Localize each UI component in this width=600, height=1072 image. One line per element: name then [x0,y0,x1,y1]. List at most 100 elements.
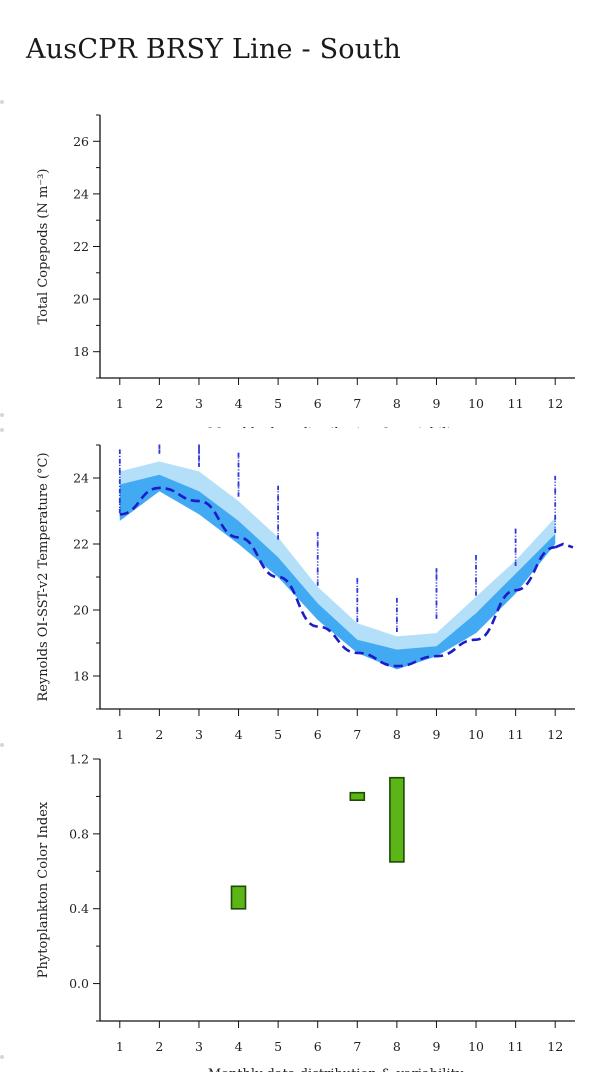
y-axis-title: Phytoplankton Color Index [36,801,51,978]
y-tick-label: 24 [73,471,89,486]
observation-point [118,459,121,464]
x-tick-label: 1 [116,1039,124,1054]
observation-point [237,472,240,477]
y-axis-title: Total Copepods (N m⁻³) [36,169,51,325]
observation-point [435,588,438,593]
x-tick-label: 10 [468,396,484,411]
page-title: AusCPR BRSY Line - South [26,34,401,65]
observation-point [118,489,121,494]
y-tick-label: 20 [73,292,89,307]
x-tick-label: 5 [274,396,282,411]
observation-point [514,538,517,543]
y-tick-label: 22 [73,239,89,254]
outer-band [119,461,556,670]
observation-point [475,578,477,583]
observation-point [396,607,398,613]
observation-point [554,515,557,520]
x-axis-title: Monthly data distribution & variability [208,1067,464,1072]
left-edge-marker [0,428,4,432]
x-tick-label: 5 [274,1039,282,1054]
x-tick-label: 11 [508,727,524,742]
x-tick-label: 6 [314,1039,322,1054]
y-tick-label: 22 [73,537,89,552]
y-tick-label: 1.2 [69,752,89,767]
y-tick-label: 0.4 [69,901,89,916]
x-tick-label: 9 [432,1039,440,1054]
observation-point [316,568,319,573]
y-tick-label: 20 [73,603,89,618]
y-axis-title: Reynolds OI-SST-v2 Temperature (°C) [36,452,51,701]
observation-point [316,555,319,560]
axes: 0.00.40.81.21 2 3 4 5 6 7 8 9 10 11 12Phytoplankton… [36,752,575,1072]
y-tick-label: 18 [73,344,89,359]
x-tick-label: 12 [547,727,563,742]
observation-point [277,515,279,520]
mean-line-tail [554,542,574,549]
y-tick-label: 26 [73,134,89,149]
x-tick-label: 6 [314,727,322,742]
x-tick-label: 7 [353,727,361,742]
x-tick-label: 6 [314,396,322,411]
observation-point [435,568,438,573]
observation-point [356,617,359,623]
observation-point [475,564,477,570]
inner-band [119,474,556,670]
x-tick-label: 3 [195,396,203,411]
observation-point [277,505,279,510]
x-tick-label: 11 [508,1039,524,1054]
month-box-4 [230,885,247,910]
observation-point [356,597,359,603]
y-tick-label: 0.0 [69,976,89,991]
x-tick-label: 8 [393,396,401,411]
y-tick-label: 18 [73,669,89,684]
observation-point [277,485,279,491]
observation-point [316,531,319,537]
x-tick-label: 3 [195,1039,203,1054]
x-tick-label: 10 [468,727,484,742]
plot-area [118,444,574,670]
x-tick-label: 2 [155,1039,163,1054]
observation-point [158,444,161,449]
x-tick-label: 10 [468,1039,484,1054]
observation-point [277,535,279,540]
y-tick-label: 0.8 [69,826,89,841]
observation-point [237,462,240,467]
left-edge-marker [0,413,4,417]
x-tick-label: 2 [155,396,163,411]
x-tick-label: 1 [116,396,124,411]
observation-point [554,475,557,481]
observation-point [118,479,121,484]
x-tick-label: 5 [274,727,282,742]
mean-line [119,486,556,668]
left-edge-marker [0,743,4,747]
observation-point [514,548,517,553]
observation-point [396,597,398,603]
x-tick-label: 11 [508,396,524,411]
x-tick-label: 4 [235,1039,243,1054]
x-tick-label: 4 [235,396,243,411]
x-tick-label: 8 [393,1039,401,1054]
observation-point [356,578,359,583]
x-tick-label: 12 [547,396,563,411]
observation-point [198,449,200,454]
month-box-7 [349,791,366,802]
x-tick-label: 9 [432,727,440,742]
x-tick-label: 9 [432,396,440,411]
x-tick-label: 7 [353,396,361,411]
observation-point [356,588,359,593]
observation-point [554,502,557,507]
observation-point [514,528,517,533]
pci-chart: 0.00.40.81.21 2 3 4 5 6 7 8 9 10 11 12Phytoplankton… [36,752,575,1072]
x-tick-label: 1 [116,727,124,742]
x-tick-label: 4 [235,727,243,742]
x-tick-label: 7 [353,1039,361,1054]
x-tick-label: 12 [547,1039,563,1054]
plot-area [230,776,405,910]
x-tick-label: 3 [195,727,203,742]
left-edge-marker [0,1055,4,1059]
x-axis-title: Monthly data distribution & variability [208,426,464,428]
